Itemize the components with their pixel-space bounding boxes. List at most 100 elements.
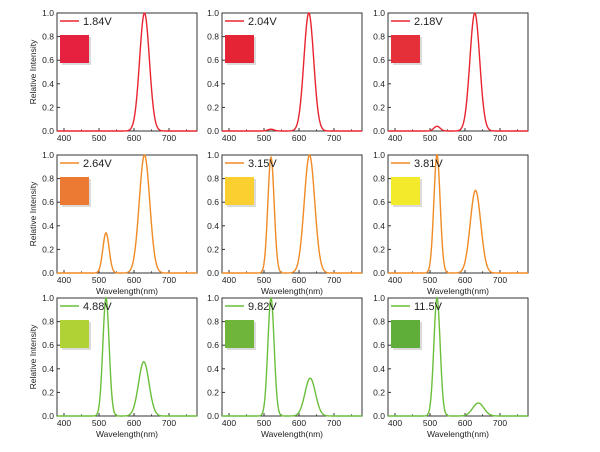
legend-label: 3.15V [248, 158, 277, 170]
x-tick-label: 700 [162, 418, 176, 428]
x-tick-label: 400 [57, 418, 71, 428]
x-axis-label: Wavelength(nm) [96, 286, 158, 296]
y-tick-label: 0.6 [42, 197, 54, 207]
color-swatch [391, 35, 420, 63]
x-tick-label: 500 [423, 275, 437, 285]
y-tick-label: 0.6 [373, 55, 385, 65]
y-axis-label: Relative Intensity [28, 39, 38, 104]
color-swatch [60, 177, 89, 205]
x-tick-label: 600 [127, 418, 141, 428]
x-tick-label: 500 [423, 418, 437, 428]
spectrum-line [222, 154, 362, 274]
x-tick-label: 400 [388, 275, 402, 285]
y-tick-label: 0.8 [42, 174, 54, 184]
y-tick-label: 0.6 [373, 340, 385, 350]
spectrum-line [388, 296, 528, 417]
plot-frame [221, 12, 363, 132]
y-tick-label: 0.6 [207, 55, 219, 65]
y-tick-label: 0.4 [42, 79, 54, 89]
spectrum-line [222, 296, 362, 417]
y-tick-label: 0.0 [207, 126, 219, 136]
x-tick-label: 700 [493, 418, 507, 428]
y-tick-label: 0.2 [42, 102, 54, 112]
y-tick-label: 0.6 [42, 55, 54, 65]
legend-label: 2.04V [248, 16, 277, 28]
y-tick-label: 0.4 [207, 221, 219, 231]
plot-frame [221, 297, 363, 417]
legend-label: 3.81V [414, 158, 443, 170]
x-tick-label: 500 [257, 275, 271, 285]
x-tick-label: 500 [257, 418, 271, 428]
legend-label: 4.88V [83, 301, 112, 313]
y-tick-label: 1.0 [207, 8, 219, 18]
spectrum-line [57, 296, 197, 417]
y-tick-label: 0.2 [373, 387, 385, 397]
spectrum-line [388, 12, 528, 132]
y-tick-label: 1.0 [42, 293, 54, 303]
x-tick-label: 500 [92, 275, 106, 285]
y-tick-label: 0.8 [373, 174, 385, 184]
spectrum-line [222, 12, 362, 132]
y-tick-label: 0.0 [42, 126, 54, 136]
spectrum-panel: 400 500 600 700 0.0 0.2 0.4 0.6 0.8 1.0 Wavelength… [28, 150, 198, 296]
y-tick-label: 0.4 [42, 364, 54, 374]
color-swatch [391, 320, 420, 348]
plot-frame [56, 12, 198, 132]
x-tick-label: 600 [458, 133, 472, 143]
y-tick-label: 0.0 [373, 268, 385, 278]
y-tick-label: 0.2 [207, 244, 219, 254]
x-tick-label: 700 [327, 275, 341, 285]
spectrum-panel: 400 500 600 700 0.0 0.2 0.4 0.6 0.8 1.0 Wavelength… [373, 293, 529, 439]
y-tick-label: 0.2 [42, 244, 54, 254]
y-tick-label: 0.2 [373, 244, 385, 254]
plot-frame [56, 297, 198, 417]
y-tick-label: 0.8 [373, 32, 385, 42]
legend-label: 9.82V [248, 301, 277, 313]
x-tick-label: 600 [292, 275, 306, 285]
legend-label: 1.84V [83, 16, 112, 28]
spectrum-line [388, 153, 528, 274]
y-axis-label: Relative Intensity [28, 324, 38, 389]
plot-frame [221, 154, 363, 274]
y-tick-label: 0.4 [373, 79, 385, 89]
color-swatch [60, 320, 89, 348]
y-tick-label: 1.0 [207, 150, 219, 160]
spectrum-line [57, 12, 197, 132]
plot-frame [56, 154, 198, 274]
legend-label: 11.5V [414, 301, 443, 313]
x-tick-label: 700 [162, 133, 176, 143]
x-tick-label: 600 [292, 133, 306, 143]
plot-frame [387, 154, 529, 274]
x-axis-label: Wavelength(nm) [427, 286, 489, 296]
x-tick-label: 500 [92, 418, 106, 428]
y-tick-label: 0.0 [373, 411, 385, 421]
legend-label: 2.64V [83, 158, 112, 170]
y-tick-label: 0.6 [207, 197, 219, 207]
spectrum-panel: 400 500 600 700 0.0 0.2 0.4 0.6 0.8 1.0 Relative I… [28, 8, 198, 143]
x-tick-label: 700 [493, 133, 507, 143]
y-tick-label: 1.0 [42, 8, 54, 18]
y-tick-label: 0.6 [42, 340, 54, 350]
y-tick-label: 1.0 [373, 293, 385, 303]
y-tick-label: 0.6 [373, 197, 385, 207]
x-axis-label: Wavelength(nm) [261, 429, 323, 439]
spectrum-panel: 400 500 600 700 0.0 0.2 0.4 0.6 0.8 1.0 Wavelength… [207, 150, 363, 296]
y-tick-label: 1.0 [373, 150, 385, 160]
x-tick-label: 600 [458, 275, 472, 285]
y-tick-label: 0.8 [207, 317, 219, 327]
y-tick-label: 1.0 [373, 8, 385, 18]
x-axis-label: Wavelength(nm) [96, 429, 158, 439]
x-tick-label: 400 [222, 133, 236, 143]
spectrum-panel: 400 500 600 700 0.0 0.2 0.4 0.6 0.8 1.0 Wavelength… [373, 150, 529, 296]
y-tick-label: 0.4 [207, 79, 219, 89]
y-tick-label: 0.8 [207, 174, 219, 184]
x-tick-label: 700 [327, 418, 341, 428]
x-axis-label: Wavelength(nm) [427, 429, 489, 439]
x-tick-label: 600 [127, 133, 141, 143]
x-tick-label: 400 [222, 275, 236, 285]
y-tick-label: 0.4 [373, 221, 385, 231]
y-tick-label: 0.2 [207, 387, 219, 397]
color-swatch [225, 177, 254, 205]
x-tick-label: 400 [388, 133, 402, 143]
